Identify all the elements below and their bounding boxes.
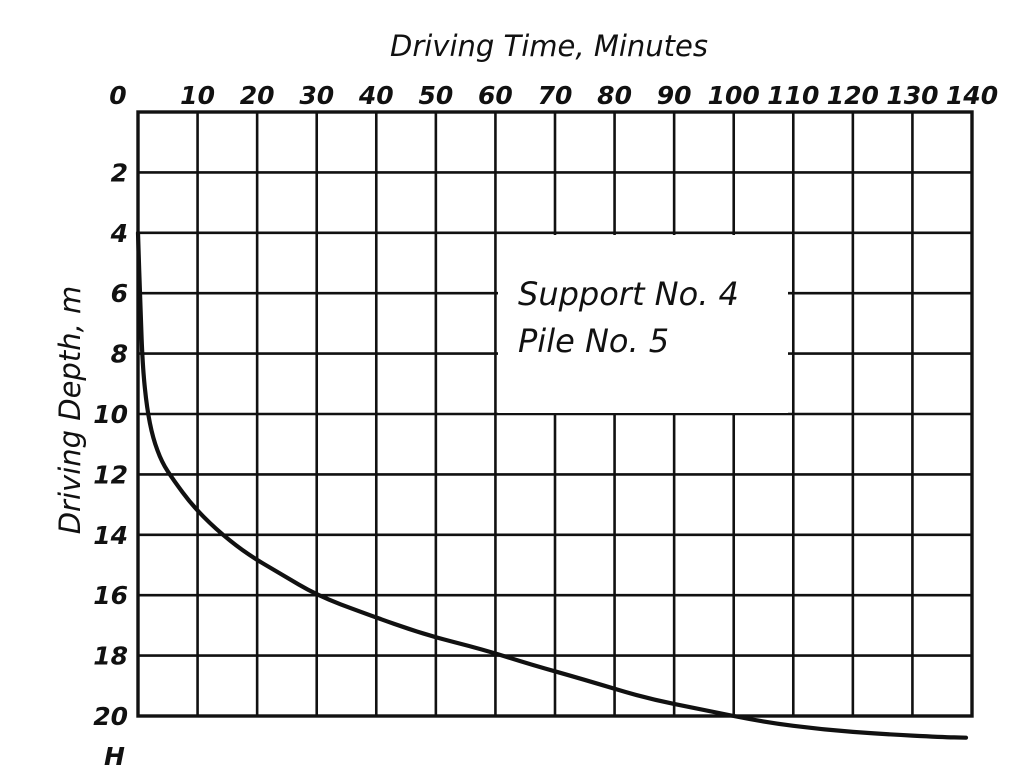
x-tick-label-70: 70 [538, 81, 573, 110]
y-tick-label-10: 10 [93, 400, 128, 429]
x-tick-label-130: 130 [886, 81, 938, 110]
x-axis-title: Driving Time, Minutes [390, 29, 708, 63]
x-tick-label-100: 100 [708, 81, 760, 110]
x-tick-label-10: 10 [180, 81, 215, 110]
x-tick-label-80: 80 [597, 81, 632, 110]
y-tick-label-20: 20 [93, 702, 128, 731]
y-tick-label-2: 2 [111, 158, 128, 187]
x-tick-label-140: 140 [946, 81, 998, 110]
x-tick-label-0: 0 [109, 81, 126, 110]
annotation-pile: Pile No. 5 [518, 322, 669, 360]
y-tick-labels: 2 4 6 8 10 12 14 16 18 20 [93, 158, 128, 731]
y-tick-label-6: 6 [111, 279, 128, 308]
x-tick-label-20: 20 [240, 81, 275, 110]
x-tick-label-110: 110 [767, 81, 819, 110]
x-tick-label-40: 40 [358, 81, 394, 110]
y-tick-label-16: 16 [93, 581, 128, 610]
y-unit-label: H [104, 742, 125, 771]
y-tick-label-14: 14 [93, 521, 128, 550]
series-layer [135, 230, 969, 740]
x-tick-label-90: 90 [657, 81, 692, 110]
y-axis-title: Driving Depth, m [53, 286, 87, 535]
y-tick-label-18: 18 [93, 642, 128, 671]
plot-frame [136, 110, 974, 718]
y-tick-label-4: 4 [110, 219, 128, 248]
driving-depth-curve [135, 230, 969, 740]
y-tick-label-8: 8 [111, 340, 128, 369]
annotation-box [498, 235, 788, 413]
x-tick-label-50: 50 [418, 81, 453, 110]
y-tick-label-12: 12 [93, 460, 128, 489]
x-tick-labels: 0 10 20 30 40 50 60 70 80 90 100 110 120 130 140 [109, 81, 998, 110]
x-tick-label-120: 120 [827, 81, 879, 110]
x-tick-label-60: 60 [478, 81, 513, 110]
grid [136, 110, 974, 718]
annotation-support: Support No. 4 [518, 275, 739, 313]
x-tick-label-30: 30 [299, 81, 334, 110]
